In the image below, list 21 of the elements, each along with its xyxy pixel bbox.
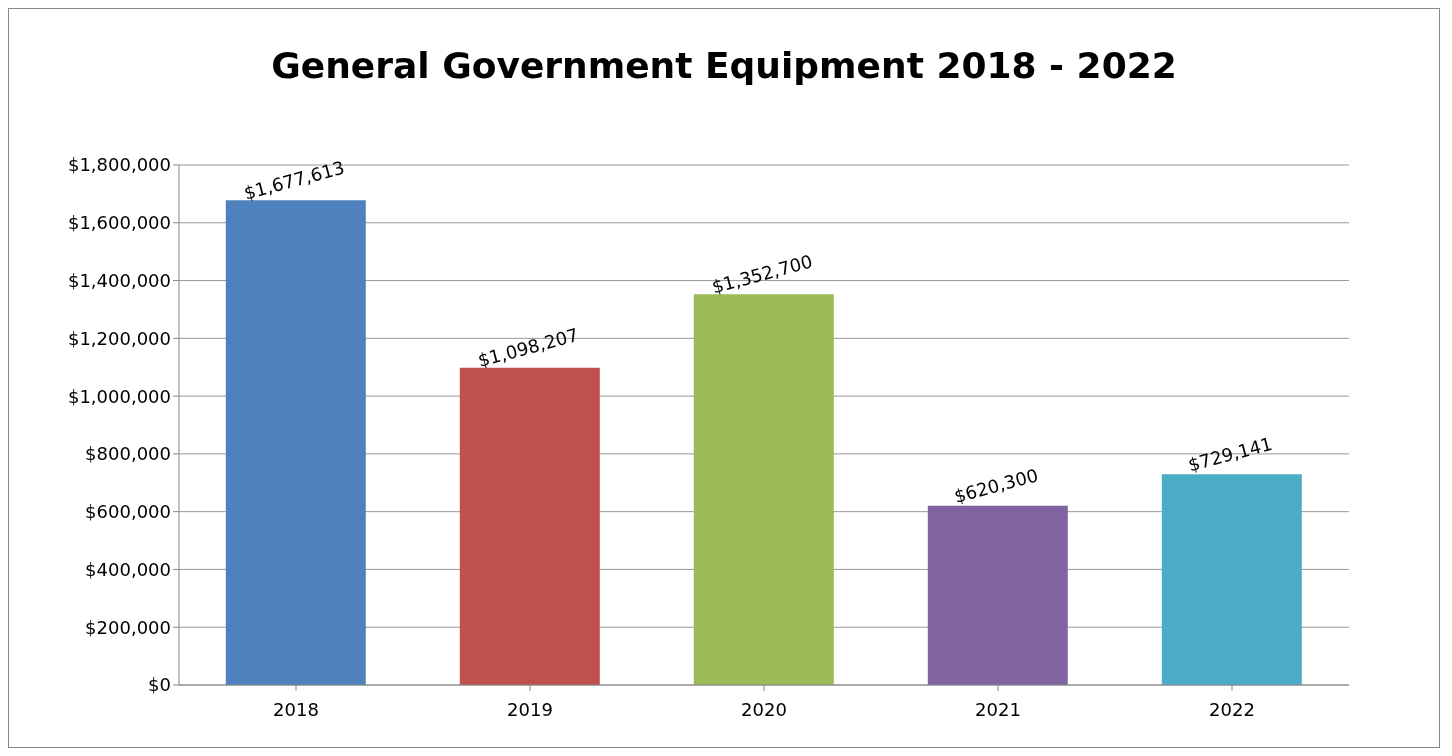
x-tick-label: 2019: [507, 698, 553, 720]
x-tick-label: 2018: [273, 698, 319, 720]
x-tick-label: 2020: [741, 698, 787, 720]
bar: [693, 294, 834, 685]
bar: [927, 505, 1068, 685]
x-tick-label: 2021: [975, 698, 1021, 720]
y-tick-label: $1,400,000: [67, 269, 171, 291]
y-tick-label: $600,000: [85, 501, 171, 523]
bar: [225, 200, 366, 685]
y-tick-label: $400,000: [85, 558, 171, 580]
y-tick-label: $200,000: [85, 616, 171, 638]
y-tick-label: $1,600,000: [67, 212, 171, 234]
bar: [459, 367, 600, 685]
x-tick-label: 2022: [1209, 698, 1255, 720]
y-tick-label: $800,000: [85, 443, 171, 465]
bar: [1161, 474, 1302, 685]
y-tick-label: $1,200,000: [67, 327, 171, 349]
y-tick-label: $0: [148, 674, 171, 696]
chart-title: General Government Equipment 2018 - 2022: [270, 44, 1178, 88]
y-tick-label: $1,800,000: [67, 154, 171, 176]
y-tick-label: $1,000,000: [67, 385, 171, 407]
